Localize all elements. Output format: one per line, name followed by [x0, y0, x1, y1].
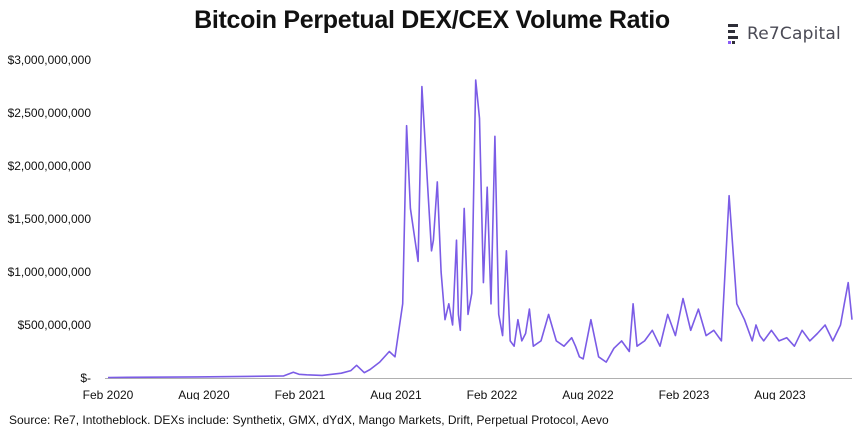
y-tick-label: $2,500,000,000 — [8, 106, 92, 120]
x-tick-label: Feb 2023 — [659, 388, 710, 400]
series-line — [107, 79, 853, 379]
x-axis: Feb 2020 Aug 2020 Feb 2021 Aug 2021 Feb 2022… — [83, 378, 852, 400]
y-tick-label: $500,000,000 — [18, 318, 92, 332]
y-tick-label: $1,000,000,000 — [8, 265, 92, 279]
x-tick-label: Aug 2020 — [178, 388, 230, 400]
re7-logo: Re7Capital — [727, 22, 841, 46]
logo-text: Re7Capital — [747, 24, 841, 44]
x-tick-label: Aug 2021 — [370, 388, 422, 400]
x-tick-label: Feb 2022 — [467, 388, 518, 400]
chart-area: $- $500,000,000 $1,000,000,000 $1,500,000,0… — [8, 53, 853, 400]
x-tick-label: Feb 2021 — [275, 388, 326, 400]
re7-logo-icon — [728, 24, 738, 44]
x-tick-label: Aug 2023 — [754, 388, 806, 400]
y-tick-label: $3,000,000,000 — [8, 53, 92, 67]
y-tick-label: $- — [80, 371, 91, 385]
x-tick-label: Aug 2022 — [562, 388, 614, 400]
source-note: Source: Re7, Intotheblock. DEXs include:… — [9, 413, 609, 427]
y-tick-label: $2,000,000,000 — [8, 159, 92, 173]
chart-title: Bitcoin Perpetual DEX/CEX Volume Ratio — [194, 6, 670, 34]
x-tick-label: Feb 2020 — [83, 388, 134, 400]
y-axis: $- $500,000,000 $1,000,000,000 $1,500,000,0… — [8, 53, 92, 385]
y-tick-label: $1,500,000,000 — [8, 212, 92, 226]
